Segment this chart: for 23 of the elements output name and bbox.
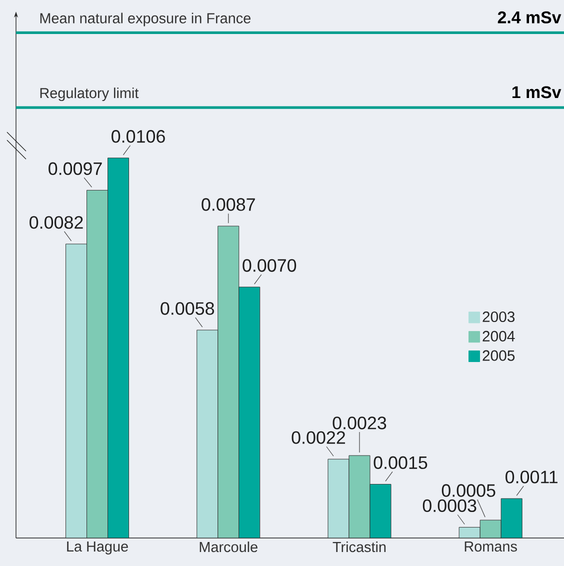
data-label: 0.0087 [202, 198, 255, 211]
data-label: 0.0005 [442, 484, 496, 497]
x-tick-label: Tricastin [332, 542, 386, 552]
data-label: 0.0015 [374, 456, 428, 470]
category-label: Regulatory limit [40, 88, 139, 102]
x-tick-label: Marcoule [200, 542, 258, 552]
data-label: 0.0058 [160, 302, 214, 315]
data-label: 1 mSv [512, 86, 562, 98]
legend-label: 2004 [482, 330, 515, 342]
data-label: 0.0003 [422, 499, 476, 512]
legend-label: 2005 [482, 350, 515, 361]
data-label: 0.0106 [112, 130, 165, 143]
data-label: 0.0070 [242, 259, 296, 272]
data-label: 0.0022 [292, 431, 346, 444]
x-tick-label: Romans [464, 542, 517, 552]
data-label: 0.0023 [332, 416, 386, 430]
category-label: Mean natural exposure in France [40, 12, 251, 26]
data-label: 0.0082 [30, 216, 83, 229]
legend-label: 2003 [482, 311, 515, 322]
data-label: 0.0011 [506, 470, 558, 484]
x-tick-label: La Hague [67, 542, 128, 554]
data-label: 2.4 mSv [498, 11, 562, 24]
data-label: 0.0097 [48, 162, 102, 176]
